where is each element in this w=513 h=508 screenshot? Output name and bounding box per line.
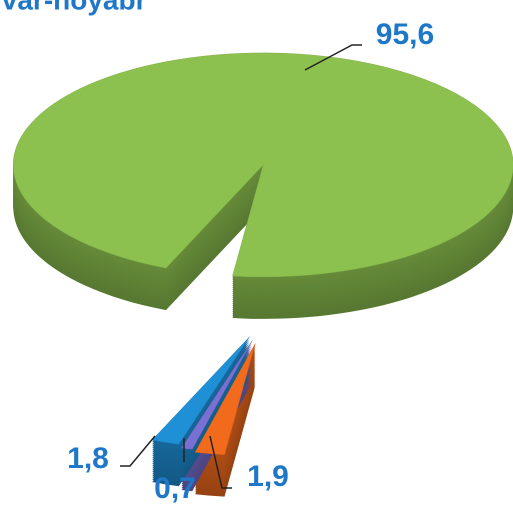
leader-line bbox=[209, 435, 232, 489]
slice bbox=[181, 340, 253, 450]
chart-title: ıvar-noyabr bbox=[0, 0, 147, 15]
slice bbox=[13, 52, 513, 278]
leader-line bbox=[120, 435, 156, 467]
data-label: 95,6 bbox=[376, 18, 434, 51]
data-label: 1,8 bbox=[67, 442, 109, 475]
slice bbox=[194, 343, 256, 455]
data-label: 0,7 bbox=[154, 472, 196, 505]
leader-line bbox=[304, 44, 362, 71]
data-label: 1,9 bbox=[247, 460, 289, 493]
